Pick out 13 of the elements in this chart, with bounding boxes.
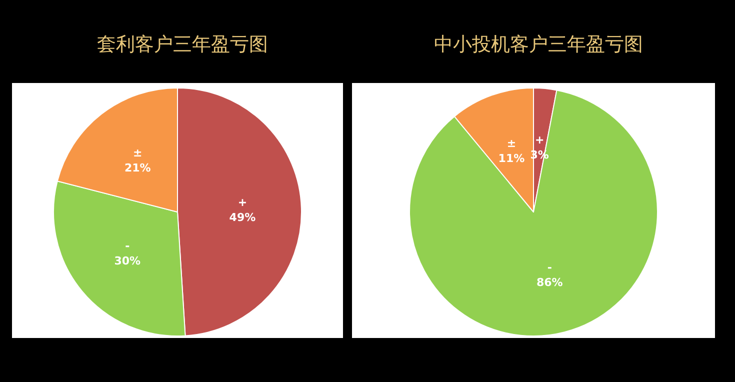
data-label: 49%	[229, 210, 256, 224]
data-label: 11%	[498, 152, 525, 165]
slice-label: -	[125, 239, 130, 252]
slice-label: +	[535, 133, 544, 146]
slice-label: ±	[133, 146, 142, 160]
chart-title: 套利客户三年盈亏图	[97, 34, 268, 56]
data-label: 86%	[536, 276, 563, 289]
data-label: 30%	[114, 254, 141, 268]
data-label: 21%	[124, 162, 151, 175]
slice-label: -	[547, 260, 552, 274]
slice-label: ±	[506, 136, 516, 150]
slice-label: +	[238, 196, 248, 209]
chart-title: 中小投机客户三年盈亏图	[434, 34, 643, 56]
